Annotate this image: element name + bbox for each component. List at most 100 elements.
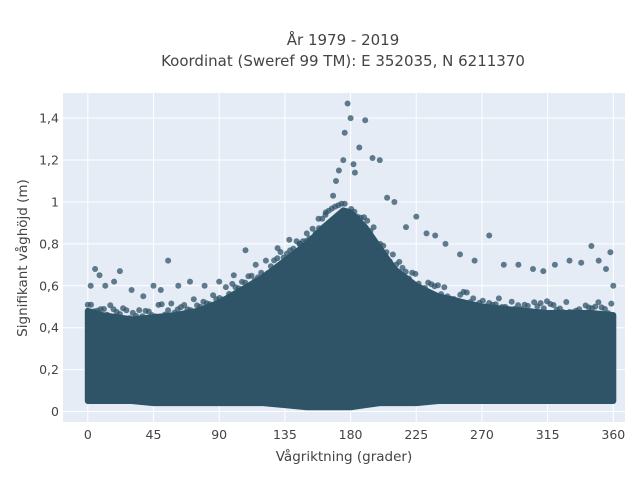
y-tick-label: 1 (51, 194, 59, 209)
scatter-point (187, 307, 194, 314)
scatter-point (423, 230, 430, 237)
scatter-point (175, 282, 182, 289)
scatter-point (341, 200, 348, 207)
scatter-point (515, 261, 522, 268)
chart-title-line-2: Koordinat (Sweref 99 TM): E 352035, N 62… (161, 52, 525, 70)
scatter-point (344, 100, 351, 107)
scatter-point (386, 258, 393, 265)
scatter-point (150, 282, 157, 289)
scatter-point (351, 208, 358, 215)
scatter-point (531, 299, 538, 306)
scatter-point (492, 301, 499, 308)
scatter-point (579, 309, 586, 316)
scatter-point (347, 115, 354, 122)
scatter-point (252, 261, 259, 268)
scatter-point (340, 157, 347, 164)
scatter-point (350, 161, 357, 168)
scatter-point (190, 296, 197, 303)
scatter-point (530, 266, 536, 272)
scatter-point (454, 297, 461, 304)
scatter-point (111, 278, 118, 285)
scatter-point (412, 270, 419, 277)
scatter-point (524, 302, 531, 309)
scatter-point (384, 194, 391, 201)
scatter-point (136, 307, 143, 314)
scatter-point (505, 306, 512, 313)
x-tick-label: 270 (470, 427, 494, 442)
y-tick-label: 0 (51, 404, 59, 419)
scatter-point (87, 282, 94, 289)
scatter-point (168, 300, 175, 307)
scatter-point (267, 263, 274, 270)
scatter-point (309, 225, 316, 232)
scatter-point (470, 295, 477, 302)
x-tick-label: 0 (84, 427, 92, 442)
scatter-point (181, 302, 188, 308)
scatter-point (107, 302, 114, 309)
scatter-point (603, 266, 609, 272)
scatter-point (588, 243, 595, 249)
scatter-point (128, 287, 135, 293)
scatter-point (303, 230, 310, 237)
scatter-point (165, 257, 172, 264)
scatter-point (210, 292, 217, 299)
scatter-point (219, 296, 226, 303)
scatter-point (518, 306, 525, 313)
x-axis-title: Vågriktning (grader) (276, 448, 413, 465)
scatter-point (610, 282, 617, 289)
scatter-point (152, 313, 159, 320)
scatter-point (364, 217, 371, 224)
scatter-point (391, 199, 398, 205)
scatter-point (242, 279, 249, 286)
scatter-point (560, 309, 567, 316)
scatter-point (100, 306, 107, 312)
scatter-point (479, 297, 486, 304)
y-tick-labels: 0 0,2 0,4 0,6 0,8 1 1,2 1,4 (39, 111, 59, 419)
scatter-point (463, 289, 470, 296)
scatter-point (356, 144, 363, 151)
scatter-point (566, 257, 573, 264)
scatter-point (383, 249, 390, 256)
scatter-point (197, 303, 204, 310)
scatter-point (369, 155, 376, 161)
scatter-point (370, 224, 377, 231)
scatter-point (362, 117, 369, 124)
scatter-point (158, 301, 165, 308)
scatter-point (235, 285, 242, 292)
scatter-point (500, 261, 507, 268)
y-tick-label: 1,2 (39, 153, 59, 168)
scatter-point (432, 232, 439, 239)
y-tick-label: 0,2 (39, 362, 59, 377)
scatter-point (376, 157, 383, 164)
scatter-point (157, 287, 164, 293)
scatter-point (367, 228, 374, 235)
x-tick-label: 45 (146, 427, 162, 442)
scatter-point (563, 299, 570, 305)
scatter-point (96, 272, 103, 279)
scatter-point (471, 257, 478, 264)
scatter-point (322, 209, 329, 216)
scatter-point (139, 313, 146, 320)
scatter-point (351, 169, 358, 176)
scatter-point (438, 291, 445, 298)
y-axis-title: Signifikant våghöjd (m) (14, 179, 31, 337)
scatter-point (102, 282, 109, 289)
scatter-point (126, 315, 133, 322)
scatter-point (406, 275, 412, 282)
scatter-point (133, 312, 139, 319)
scatter-point (413, 213, 420, 220)
scatter-point (330, 192, 337, 199)
scatter-point (296, 240, 303, 247)
x-tick-label: 315 (536, 427, 560, 442)
scatter-point (206, 301, 213, 308)
x-tick-label: 180 (339, 427, 363, 442)
scatter-point (551, 261, 558, 268)
scatter-point (255, 274, 261, 281)
scatter-point (140, 293, 147, 300)
scatter-point (274, 245, 281, 252)
scatter-point (216, 278, 223, 285)
scatter-point (201, 282, 208, 289)
scatter-point (607, 249, 614, 256)
x-tick-labels: 0 45 90 135 180 225 270 315 360 (84, 427, 625, 442)
scatter-point (116, 268, 123, 275)
